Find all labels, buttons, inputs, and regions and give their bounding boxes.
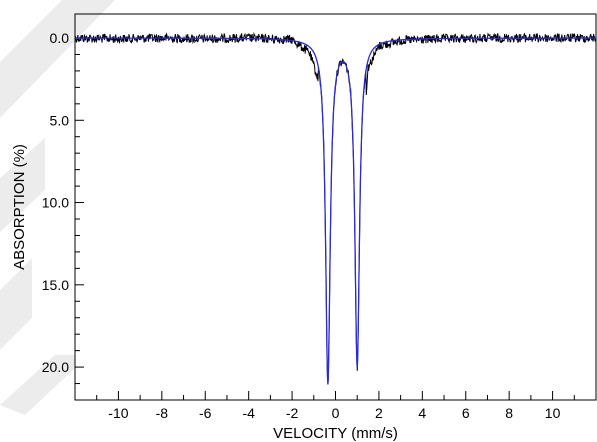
x-tick-label: -2	[286, 405, 299, 421]
x-axis: -10 -8 -6 -4 -2 0 2 4 6 8 10	[74, 391, 597, 421]
y-axis: 0.0 5.0 10.0 15.0 20.0	[42, 30, 84, 401]
y-tick-label: 20.0	[42, 359, 69, 375]
x-tick-label: 10	[545, 405, 561, 421]
decor-shape	[0, 138, 45, 232]
x-tick-label: -4	[242, 405, 255, 421]
background-decoration	[0, 0, 115, 415]
y-axis-title: ABSORPTION (%)	[11, 144, 28, 270]
x-tick-label: 0	[332, 405, 340, 421]
x-tick-label: 4	[418, 405, 426, 421]
y-tick-label: 10.0	[42, 195, 69, 211]
x-tick-label: -10	[108, 405, 128, 421]
decor-shape	[0, 355, 75, 415]
x-tick-label: 2	[375, 405, 383, 421]
x-tick-label: -6	[199, 405, 212, 421]
y-tick-label: 5.0	[50, 112, 70, 128]
x-tick-label: 6	[462, 405, 470, 421]
fit-curve-line	[75, 37, 596, 384]
y-tick-label: 0.0	[50, 30, 70, 46]
x-axis-title: VELOCITY (mm/s)	[273, 425, 398, 442]
x-tick-label: -8	[156, 405, 169, 421]
decor-shape	[0, 0, 115, 118]
decor-shape	[0, 258, 32, 350]
y-tick-label: 15.0	[42, 277, 69, 293]
plot-frame	[74, 13, 597, 401]
x-tick-label: 8	[505, 405, 513, 421]
